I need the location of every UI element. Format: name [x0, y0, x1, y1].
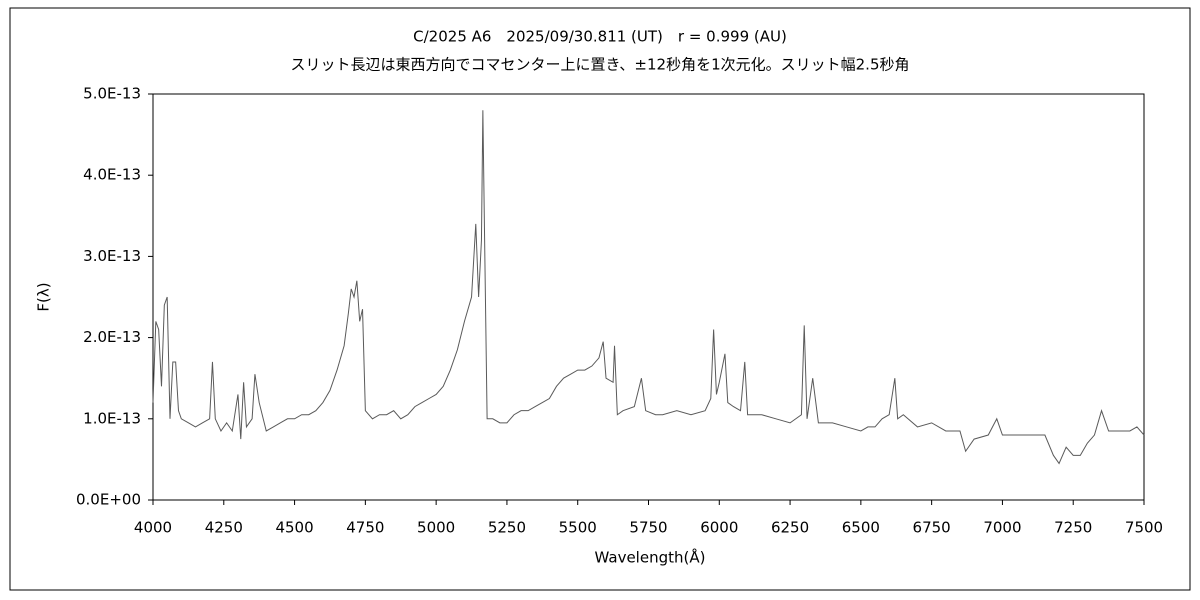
x-tick-label: 6000	[700, 519, 738, 537]
y-axis-label: F(λ)	[35, 282, 53, 311]
x-tick-label: 4250	[205, 519, 243, 537]
chart-subtitle: スリット長辺は東西方向でコマセンター上に置き、±12秒角を1次元化。スリット幅2…	[290, 56, 909, 74]
y-tick-label: 1.0E-13	[83, 409, 141, 427]
x-tick-label: 7500	[1125, 519, 1163, 537]
x-tick-label: 6750	[913, 519, 951, 537]
chart-border	[9, 7, 1191, 591]
x-tick-label: 6250	[771, 519, 809, 537]
x-tick-label: 7250	[1054, 519, 1092, 537]
y-tick-label: 4.0E-13	[83, 166, 141, 184]
x-tick-label: 4000	[134, 519, 172, 537]
x-tick-label: 5250	[488, 519, 526, 537]
y-tick-label: 0.0E+00	[76, 491, 141, 509]
spectrum-line	[152, 110, 1145, 465]
y-tick-label: 3.0E-13	[83, 247, 141, 265]
x-tick-label: 5750	[629, 519, 667, 537]
x-tick-label: 4500	[275, 519, 313, 537]
y-tick-label: 5.0E-13	[83, 85, 141, 103]
x-tick-label: 7000	[983, 519, 1021, 537]
x-tick-label: 5000	[417, 519, 455, 537]
x-tick-label: 5500	[559, 519, 597, 537]
x-axis-label: Wavelength(Å)	[595, 548, 706, 567]
x-tick-label: 6500	[842, 519, 880, 537]
chart-title: C/2025 A6 2025/09/30.811 (UT) r = 0.999 …	[413, 28, 787, 46]
x-tick-label: 4750	[346, 519, 384, 537]
y-tick-label: 2.0E-13	[83, 328, 141, 346]
